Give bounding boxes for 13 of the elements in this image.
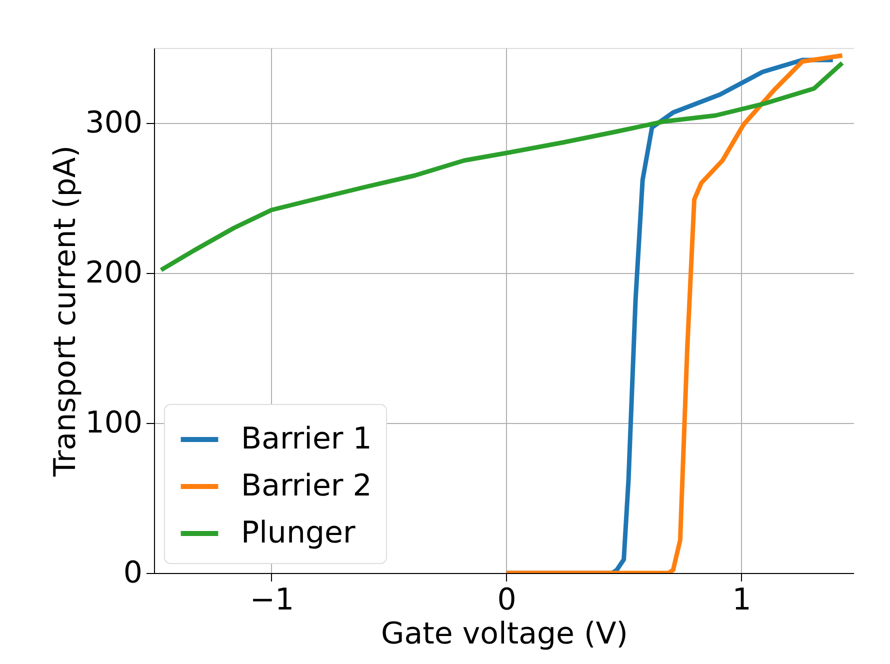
y-axis-title: Transport current (pA) xyxy=(48,145,84,478)
x-axis-title: Gate voltage (V) xyxy=(381,616,628,652)
y-tick-label: 100 xyxy=(85,406,142,440)
legend-label: Plunger xyxy=(241,516,356,550)
x-tick-label: 1 xyxy=(732,582,752,618)
x-tick-label: −1 xyxy=(250,582,294,618)
y-tick-label: 300 xyxy=(85,106,142,140)
y-tick-label: 200 xyxy=(85,256,142,290)
legend-label: Barrier 1 xyxy=(241,422,372,456)
legend-label: Barrier 2 xyxy=(241,468,372,504)
y-tick-label: 0 xyxy=(123,556,142,590)
line-series xyxy=(158,60,845,272)
x-tick-label: 0 xyxy=(497,582,516,618)
